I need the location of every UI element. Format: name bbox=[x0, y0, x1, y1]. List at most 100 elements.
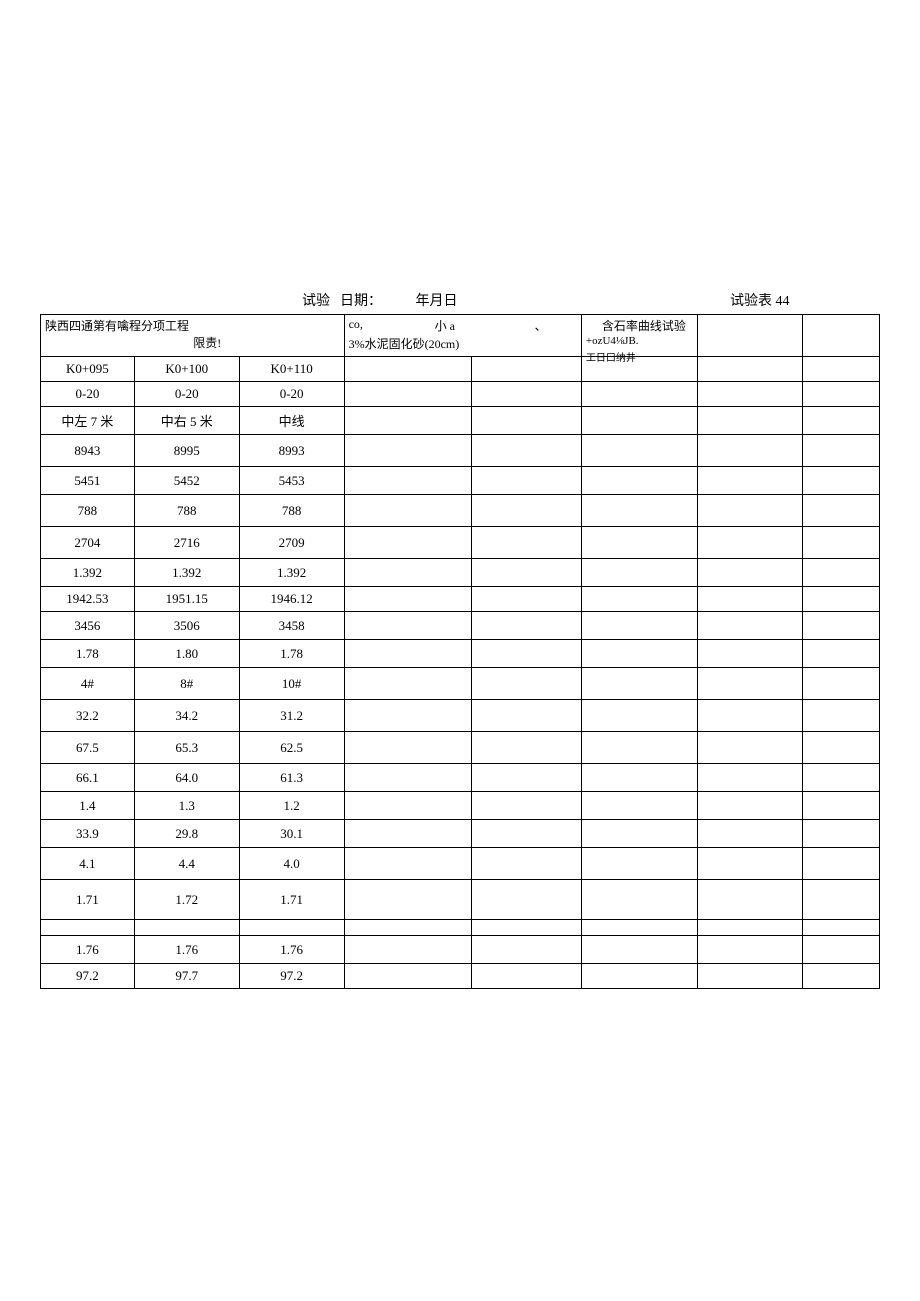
top-cell-company: 陕西四通第有噙程分项工程 限责! bbox=[41, 315, 345, 357]
table-cell bbox=[344, 964, 471, 989]
table-cell bbox=[697, 764, 802, 792]
table-cell: K0+095 bbox=[41, 357, 135, 382]
table-cell bbox=[471, 732, 581, 764]
table-cell: 4.0 bbox=[239, 848, 344, 880]
table-row: 1.3921.3921.392 bbox=[41, 559, 880, 587]
table-cell: 3456 bbox=[41, 612, 135, 640]
table-row: 中左 7 米中右 5 米中线 bbox=[41, 407, 880, 435]
table-row: 32.234.231.2 bbox=[41, 700, 880, 732]
table-row: 545154525453 bbox=[41, 467, 880, 495]
table-cell bbox=[581, 880, 697, 920]
table-cell: 8# bbox=[134, 668, 239, 700]
table-cell bbox=[41, 920, 135, 936]
table-cell: 34.2 bbox=[134, 700, 239, 732]
company-frag-b: 噙程分项工程 bbox=[117, 319, 189, 333]
table-row bbox=[41, 920, 880, 936]
table-cell bbox=[802, 880, 879, 920]
table-cell bbox=[471, 407, 581, 435]
table-cell bbox=[802, 587, 879, 612]
table-cell bbox=[581, 527, 697, 559]
header-row: 试验 日期： 年月日 试验表 44 bbox=[40, 290, 880, 310]
table-cell bbox=[471, 527, 581, 559]
table-cell bbox=[471, 435, 581, 467]
table-cell: 788 bbox=[239, 495, 344, 527]
table-cell bbox=[697, 700, 802, 732]
table-cell bbox=[344, 848, 471, 880]
table-cell bbox=[344, 936, 471, 964]
spec-frag3: 、 bbox=[535, 317, 547, 334]
table-row: 270427162709 bbox=[41, 527, 880, 559]
table-cell: 4.1 bbox=[41, 848, 135, 880]
table-cell: K0+110 bbox=[239, 357, 344, 382]
table-cell: 2716 bbox=[134, 527, 239, 559]
table-cell: 97.2 bbox=[41, 964, 135, 989]
spec-frag2: 小 a bbox=[435, 317, 455, 334]
table-cell: 2709 bbox=[239, 527, 344, 559]
data-table: 陕西四通第有噙程分项工程 限责! co, 小 a 、 3%水泥固化砂(20cm)… bbox=[40, 314, 880, 989]
table-cell bbox=[802, 668, 879, 700]
table-cell bbox=[344, 407, 471, 435]
table-row: 97.297.797.2 bbox=[41, 964, 880, 989]
table-cell bbox=[581, 764, 697, 792]
table-cell: 3458 bbox=[239, 612, 344, 640]
table-cell: 30.1 bbox=[239, 820, 344, 848]
table-cell: 中右 5 米 bbox=[134, 407, 239, 435]
table-row: 33.929.830.1 bbox=[41, 820, 880, 848]
top-cell-test: 含石率曲线试验 +ozU4⅛JB. 工日口纳井 bbox=[581, 315, 697, 357]
table-cell bbox=[471, 848, 581, 880]
top-cell-spec: co, 小 a 、 3%水泥固化砂(20cm) bbox=[344, 315, 581, 357]
table-cell bbox=[697, 382, 802, 407]
table-cell bbox=[802, 612, 879, 640]
table-cell: 1.72 bbox=[134, 880, 239, 920]
table-cell: 62.5 bbox=[239, 732, 344, 764]
table-cell bbox=[581, 435, 697, 467]
table-row: 1942.531951.151946.12 bbox=[41, 587, 880, 612]
table-row: 4.14.44.0 bbox=[41, 848, 880, 880]
table-cell: 1951.15 bbox=[134, 587, 239, 612]
table-cell: 5451 bbox=[41, 467, 135, 495]
table-cell bbox=[581, 587, 697, 612]
table-cell bbox=[697, 527, 802, 559]
table-cell: 1.71 bbox=[41, 880, 135, 920]
table-cell bbox=[802, 920, 879, 936]
table-cell: 8943 bbox=[41, 435, 135, 467]
table-cell bbox=[581, 668, 697, 700]
table-cell: 788 bbox=[134, 495, 239, 527]
table-cell bbox=[344, 587, 471, 612]
table-cell bbox=[581, 640, 697, 668]
table-cell bbox=[471, 587, 581, 612]
table-cell: 1.76 bbox=[134, 936, 239, 964]
table-cell bbox=[697, 820, 802, 848]
test-frag1: 含石率曲线试验 bbox=[602, 317, 686, 334]
table-cell: 1.80 bbox=[134, 640, 239, 668]
table-cell bbox=[344, 792, 471, 820]
table-cell bbox=[344, 668, 471, 700]
table-cell bbox=[471, 668, 581, 700]
company-frag-c: 限责! bbox=[45, 334, 340, 351]
table-cell bbox=[471, 964, 581, 989]
table-cell bbox=[471, 467, 581, 495]
table-cell: 0-20 bbox=[134, 382, 239, 407]
table-cell: 31.2 bbox=[239, 700, 344, 732]
table-cell bbox=[581, 792, 697, 820]
table-cell bbox=[344, 435, 471, 467]
table-cell bbox=[581, 936, 697, 964]
table-cell: 5452 bbox=[134, 467, 239, 495]
table-cell bbox=[344, 467, 471, 495]
table-row: 894389958993 bbox=[41, 435, 880, 467]
table-cell: 97.7 bbox=[134, 964, 239, 989]
spec-frag1: co, bbox=[349, 317, 363, 332]
table-row: 345635063458 bbox=[41, 612, 880, 640]
table-cell bbox=[471, 382, 581, 407]
table-cell bbox=[802, 732, 879, 764]
table-cell: 中线 bbox=[239, 407, 344, 435]
table-cell bbox=[697, 964, 802, 989]
table-cell bbox=[344, 880, 471, 920]
table-cell bbox=[802, 792, 879, 820]
table-cell bbox=[802, 435, 879, 467]
table-cell: 1.2 bbox=[239, 792, 344, 820]
table-cell bbox=[581, 964, 697, 989]
table-cell bbox=[802, 407, 879, 435]
table-cell: 32.2 bbox=[41, 700, 135, 732]
table-cell bbox=[471, 920, 581, 936]
